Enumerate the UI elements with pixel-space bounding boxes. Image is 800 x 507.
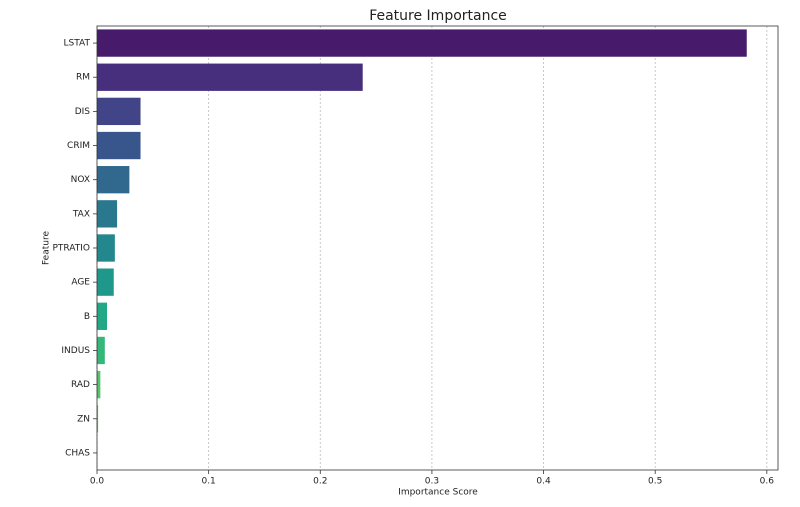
x-axis-label: Importance Score <box>398 488 478 498</box>
y-tick-label: PTRATIO <box>52 244 90 254</box>
x-tick-label: 0.6 <box>760 477 775 487</box>
x-tick-label: 0.3 <box>425 477 439 487</box>
bar <box>97 200 118 228</box>
y-tick-label: CHAS <box>65 448 90 458</box>
x-tick-label: 0.1 <box>201 477 215 487</box>
y-tick-label: NOX <box>71 175 90 185</box>
bar <box>97 302 108 330</box>
y-tick-label: AGE <box>71 278 90 288</box>
y-axis-label: Feature <box>42 231 52 265</box>
bar <box>97 370 101 399</box>
x-tick-label: 0.2 <box>313 477 327 487</box>
bar <box>97 166 130 194</box>
bar <box>97 131 141 160</box>
y-tick-label: RM <box>76 73 90 83</box>
plot-frame <box>96 25 779 471</box>
y-tick-label: CRIM <box>67 141 90 151</box>
bar <box>97 29 747 57</box>
bar <box>97 234 115 262</box>
y-tick-label: LSTAT <box>64 39 91 49</box>
x-tick-label: 0.5 <box>648 477 662 487</box>
y-tick-label: TAX <box>72 209 90 219</box>
y-tick-label: B <box>84 312 90 322</box>
y-tick-label: DIS <box>75 107 91 117</box>
x-tick-label: 0.4 <box>536 477 551 487</box>
x-tick-label: 0.0 <box>90 477 105 487</box>
y-tick-label: INDUS <box>61 346 90 356</box>
bar <box>97 336 105 365</box>
bar <box>97 268 114 296</box>
bar <box>97 97 141 126</box>
chart-title: Feature Importance <box>369 8 507 24</box>
bar <box>97 63 363 91</box>
y-tick-label: RAD <box>71 380 90 390</box>
bar <box>97 405 99 433</box>
y-tick-label: ZN <box>77 414 90 424</box>
